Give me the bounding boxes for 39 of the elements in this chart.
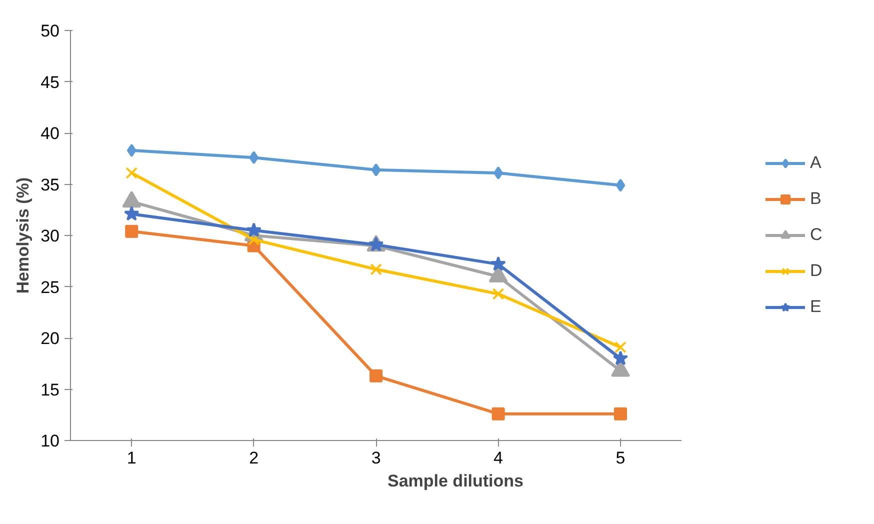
x-tick-label: 4 [494, 448, 504, 468]
point [246, 222, 262, 238]
y-tick-label: 10 [40, 432, 60, 450]
y-tick-label: 40 [40, 124, 60, 143]
x-tick-label: 2 [249, 448, 259, 468]
y-tick-label: 25 [40, 278, 60, 297]
point [248, 234, 260, 246]
point [616, 178, 626, 192]
point [126, 167, 138, 179]
point [492, 288, 504, 300]
point [612, 350, 628, 366]
legend-label: B [810, 189, 822, 209]
legend-label: E [810, 297, 822, 317]
legend-label: D [810, 261, 824, 281]
y-tick-label: 30 [40, 226, 60, 246]
y-tick-label: 50 [40, 22, 60, 40]
y-tick-label: 35 [40, 175, 60, 194]
x-tick-label: 1 [126, 448, 136, 468]
x-tick-label: 3 [371, 448, 381, 468]
y-tick-label: 15 [40, 380, 60, 400]
y-tick-label: 20 [40, 329, 60, 348]
point [249, 151, 258, 164]
point [492, 407, 505, 420]
point [490, 256, 506, 271]
point [370, 263, 382, 276]
legend-label: A [810, 153, 822, 173]
x-axis-title: Sample dilutions [387, 472, 524, 490]
point [614, 407, 627, 420]
point [126, 144, 136, 157]
y-tick-label: 45 [40, 72, 60, 92]
point [125, 224, 138, 238]
y-axis-title: Hemolysis (%) [14, 177, 33, 294]
x-tick-label: 5 [616, 448, 626, 468]
legend-label: C [810, 225, 824, 245]
point [124, 206, 140, 221]
point [614, 341, 626, 354]
point [494, 166, 503, 180]
point [371, 163, 381, 176]
point [370, 369, 383, 382]
